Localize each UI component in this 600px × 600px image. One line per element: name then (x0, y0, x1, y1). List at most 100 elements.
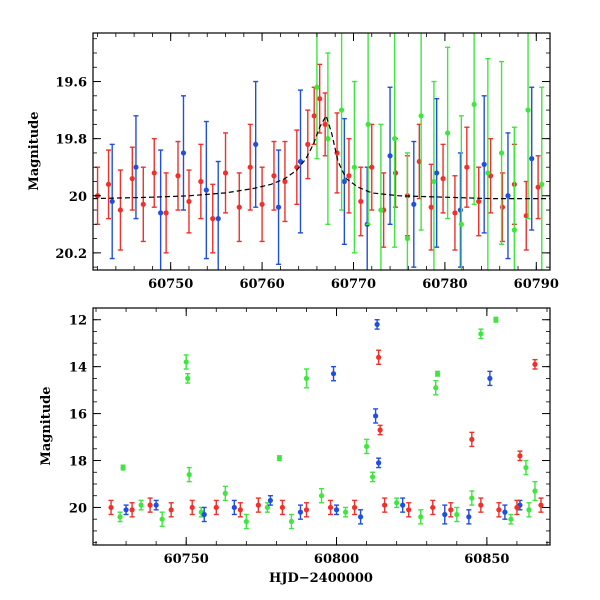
data-point (508, 516, 514, 522)
data-point (163, 210, 169, 216)
data-point (363, 443, 370, 450)
data-point (535, 184, 541, 190)
data-point (236, 204, 242, 210)
data-point (499, 204, 506, 210)
data-point (469, 436, 475, 443)
data-point (428, 204, 434, 210)
data-point (151, 170, 157, 176)
top-plot-frame (92, 32, 551, 271)
data-point (168, 507, 174, 513)
data-point (185, 375, 191, 381)
data-point (478, 331, 484, 337)
data-point (448, 507, 454, 513)
data-point (466, 514, 472, 520)
data-point (276, 455, 283, 461)
x-tick-label: 60750 (164, 552, 209, 567)
data-point (529, 156, 535, 162)
data-point (478, 502, 484, 508)
data-point (318, 493, 325, 499)
data-point (109, 198, 115, 205)
series-green (117, 316, 538, 530)
data-point (213, 504, 219, 511)
data-point (434, 170, 440, 176)
data-point (314, 84, 320, 90)
data-point (526, 507, 532, 513)
data-point (117, 207, 124, 213)
data-point (378, 207, 384, 213)
top-ylabel: Magnitude (27, 111, 42, 190)
data-point (180, 150, 187, 156)
y-tick-label: 16 (69, 408, 87, 423)
data-point (175, 173, 181, 179)
data-point (159, 516, 165, 522)
y-tick-label: 20 (69, 501, 87, 516)
data-point (430, 504, 436, 511)
x-tick-label: 60780 (422, 277, 467, 292)
data-point (496, 507, 502, 513)
data-point (469, 495, 475, 501)
data-point (259, 201, 265, 207)
data-point (133, 164, 139, 170)
data-point (404, 235, 411, 242)
data-point (183, 359, 189, 365)
data-point (433, 385, 439, 391)
top-panel: 60750 60760 60770 60780 6079019.619.82020.2 … (27, 32, 559, 292)
model-curve (93, 114, 550, 200)
data-point (330, 371, 337, 377)
x-tick-label: 60760 (239, 277, 284, 292)
data-point (253, 141, 259, 147)
data-point (120, 464, 126, 471)
top-ticks: 60750 60760 60770 60780 60790 19.6 19.8 20 20.2 (55, 33, 559, 292)
data-point (431, 178, 437, 185)
data-point (129, 176, 135, 182)
series-red (108, 349, 544, 518)
data-point (342, 509, 349, 515)
data-point (442, 511, 448, 518)
data-point (539, 181, 545, 187)
data-point (327, 504, 334, 511)
data-point (140, 201, 146, 207)
data-point (411, 201, 417, 207)
bottom-panel: 60750 60800 60850 12 14 16 18 20 Magnitude HJD−… (39, 307, 551, 586)
data-point (255, 502, 261, 508)
data-point (305, 141, 311, 147)
data-point (358, 198, 364, 205)
data-point (243, 518, 249, 525)
data-point (514, 504, 520, 511)
data-point (498, 150, 505, 156)
data-point (123, 507, 129, 513)
data-point (297, 509, 304, 515)
data-point (532, 361, 538, 367)
data-point (186, 198, 192, 205)
y-tick-label: 18 (69, 455, 87, 470)
data-point (317, 96, 323, 102)
data-point (203, 187, 209, 193)
data-point (392, 170, 399, 176)
data-point (264, 504, 270, 511)
top-data-layer (93, 33, 550, 270)
data-point (376, 460, 382, 466)
data-point (288, 518, 295, 525)
bottom-ylabel: Magnitude (39, 386, 54, 465)
data-point (341, 178, 347, 185)
x-tick-label: 60790 (514, 277, 559, 292)
data-point (267, 497, 273, 504)
data-point (445, 130, 451, 136)
data-point (532, 488, 538, 494)
data-point (370, 474, 376, 480)
data-point (493, 317, 499, 323)
series-blue (123, 319, 523, 525)
data-point (222, 490, 228, 496)
data-point (303, 507, 310, 513)
data-point (458, 221, 464, 227)
data-point (275, 204, 282, 210)
data-point (440, 176, 446, 182)
data-point (186, 472, 192, 478)
data-point (365, 121, 371, 127)
bottom-data-layer (108, 316, 544, 530)
data-point (357, 514, 364, 520)
y-tick-label: 12 (69, 314, 87, 329)
data-point (505, 193, 511, 199)
data-point (117, 514, 123, 520)
data-point (198, 178, 204, 185)
